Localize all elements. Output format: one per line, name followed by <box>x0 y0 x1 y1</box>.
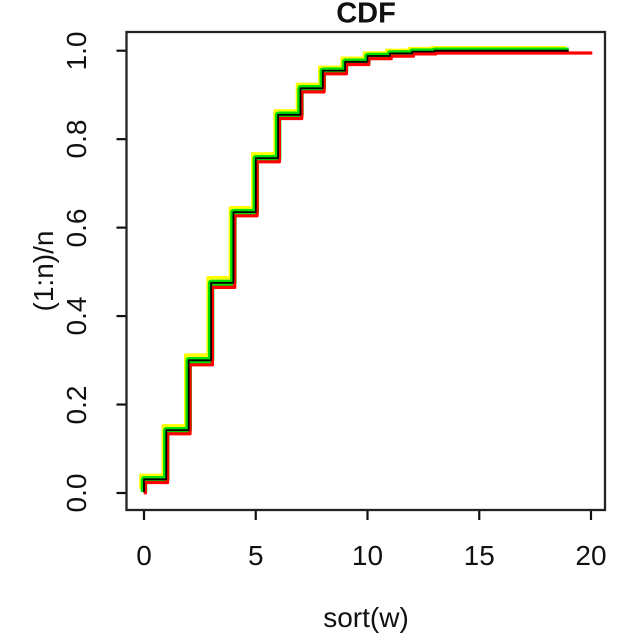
y-tick-label-1.0: 1.0 <box>61 31 92 71</box>
x-tick-label-20: 20 <box>575 540 607 571</box>
y-tick-label-0.0: 0.0 <box>61 473 92 513</box>
x-tick-label-15: 15 <box>463 540 495 571</box>
y-tick-label-0.4: 0.4 <box>61 296 92 336</box>
x-tick-label-0: 0 <box>136 540 152 571</box>
ecdf-curve-ecdf-red <box>143 51 593 495</box>
plot-border <box>125 30 607 512</box>
y-tick-label-0.2: 0.2 <box>61 385 92 424</box>
y-tick-label-0.8: 0.8 <box>61 119 92 159</box>
ecdf-curve-ecdf-green <box>140 47 569 493</box>
y-axis-label: (1:n)/n <box>28 230 59 312</box>
chart-title: CDF <box>336 0 396 30</box>
ecdf-curve-ecdf-yellow <box>139 45 566 490</box>
x-tick-label-10: 10 <box>351 540 384 571</box>
x-tick-label-5: 5 <box>247 540 264 571</box>
y-tick-label-0.6: 0.6 <box>61 208 92 248</box>
ecdf-curve-ecdf-black <box>143 49 569 493</box>
x-axis-label: sort(w) <box>323 602 409 633</box>
